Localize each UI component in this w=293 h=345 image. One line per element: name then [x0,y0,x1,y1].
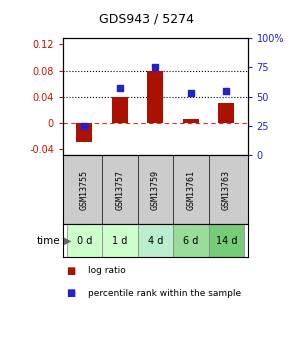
Text: GSM13763: GSM13763 [222,170,231,210]
Text: GSM13755: GSM13755 [80,170,89,210]
Text: GSM13761: GSM13761 [186,170,195,210]
Text: ▶: ▶ [64,236,72,246]
Bar [183,119,199,123]
Bar [147,70,163,123]
Point [188,90,193,96]
Text: percentile rank within the sample: percentile rank within the sample [88,289,241,298]
Text: GSM13757: GSM13757 [115,170,124,210]
Text: time: time [36,236,60,246]
Text: 0 d: 0 d [76,236,92,246]
Text: 6 d: 6 d [183,236,198,246]
Bar [209,224,244,257]
Bar [173,224,209,257]
Bar [112,97,128,123]
Text: 14 d: 14 d [216,236,237,246]
Text: 1 d: 1 d [112,236,127,246]
Bar [137,224,173,257]
Text: 4 d: 4 d [148,236,163,246]
Point [153,65,158,70]
Bar [102,224,137,257]
Text: log ratio: log ratio [88,266,126,275]
Point [82,123,87,129]
Bar [67,224,102,257]
Text: GSM13759: GSM13759 [151,170,160,210]
Bar [76,123,92,142]
Point [224,88,229,93]
Bar [218,103,234,123]
Text: ■: ■ [66,266,75,276]
Point [117,86,122,91]
Text: GDS943 / 5274: GDS943 / 5274 [99,12,194,25]
Text: ■: ■ [66,288,75,298]
